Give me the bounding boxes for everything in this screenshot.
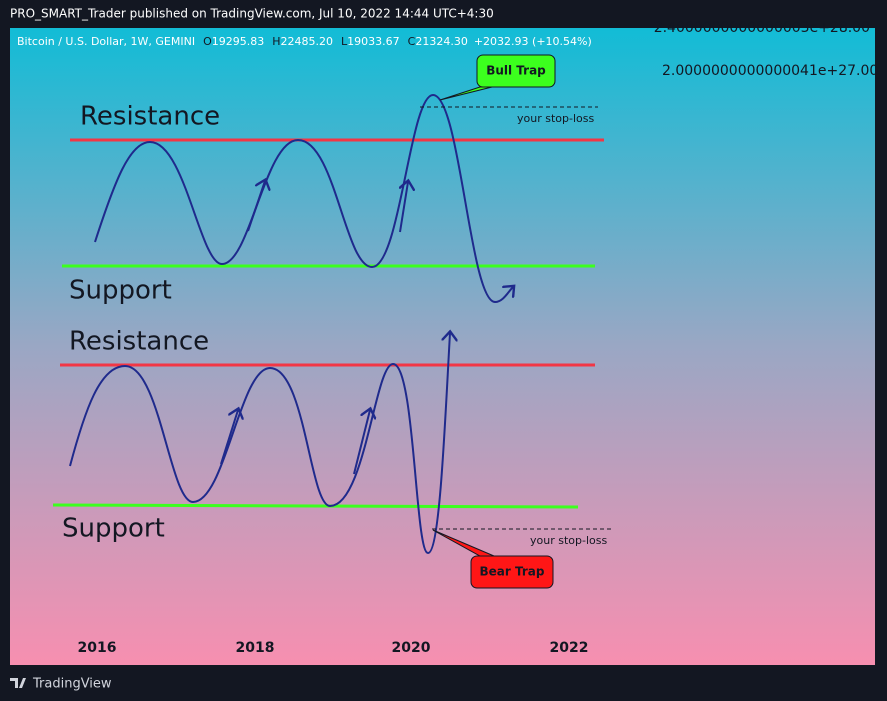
arrow bbox=[400, 182, 408, 233]
callout bbox=[476, 54, 556, 88]
ohlc-label: C bbox=[408, 35, 416, 48]
legend-text: Bitcoin / U.S. Dollar, 1W, GEMINI O19295.… bbox=[17, 35, 592, 48]
arrow bbox=[247, 181, 265, 232]
header: PRO_SMART_Trader published on TradingVie… bbox=[10, 7, 494, 21]
annotation: Support bbox=[62, 514, 165, 544]
ohlc-value: 19033.67 bbox=[347, 35, 400, 48]
ohlc-value: 21324.30 bbox=[415, 35, 468, 48]
time-label: 2018 bbox=[236, 640, 275, 656]
price-label: 2.0000000000000041e+27.00 bbox=[662, 63, 878, 79]
ohlc-label: O bbox=[203, 35, 212, 48]
annotation: Resistance bbox=[80, 102, 220, 132]
annotation: Resistance bbox=[69, 327, 209, 357]
callout-text: Bull Trap bbox=[486, 64, 546, 78]
symbol: Bitcoin / U.S. Dollar, 1W, GEMINI bbox=[17, 35, 195, 48]
time-label: 2022 bbox=[550, 640, 589, 656]
time-label: 2020 bbox=[392, 640, 431, 656]
chart-area bbox=[10, 28, 875, 665]
arrow bbox=[220, 410, 238, 465]
change: +2032.93 (+10.54%) bbox=[474, 35, 592, 48]
ohlc-label: H bbox=[272, 35, 280, 48]
support-line bbox=[52, 503, 579, 509]
price-label: 2.4000000000000003e+28.00 bbox=[654, 20, 870, 36]
annotation: your stop-loss bbox=[517, 112, 594, 125]
callout-text: Bear Trap bbox=[480, 565, 545, 579]
ohlc-value: 22485.20 bbox=[281, 35, 334, 48]
trend-curve bbox=[94, 93, 513, 304]
legend: Bitcoin / U.S. Dollar, 1W, GEMINI O19295.… bbox=[17, 35, 592, 48]
ohlc-value: 19295.83 bbox=[212, 35, 265, 48]
annotation: your stop-loss bbox=[530, 534, 607, 547]
arrow bbox=[353, 410, 370, 475]
callout bbox=[470, 555, 554, 589]
logo-mark bbox=[10, 678, 26, 688]
footer-brand: TradingView bbox=[32, 677, 112, 692]
annotation: Support bbox=[69, 276, 172, 306]
trend-curve bbox=[69, 333, 450, 555]
time-label: 2016 bbox=[78, 640, 117, 656]
ohlc-label: L bbox=[341, 35, 348, 48]
time-axis: 2016 2018 2020 2022 bbox=[78, 640, 589, 656]
logo bbox=[10, 678, 26, 688]
